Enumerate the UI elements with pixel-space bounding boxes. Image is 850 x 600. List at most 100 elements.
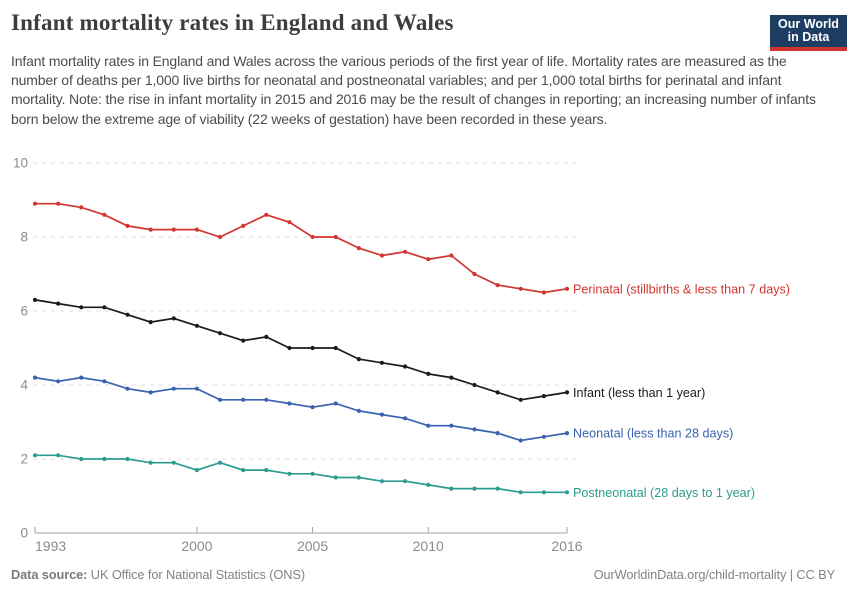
data-point-postneonatal-1995	[79, 456, 84, 462]
chart-title: Infant mortality rates in England and Wa…	[11, 10, 454, 35]
y-tick-label-4: 4	[20, 378, 28, 393]
data-point-postneonatal-2011	[449, 486, 454, 491]
data-point-postneonatal-2012	[472, 486, 477, 491]
y-tick-label-2: 2	[20, 452, 28, 467]
data-point-infant-2003	[264, 334, 269, 339]
series-perinatal: Perinatal (stillbirths & less than 7 day…	[32, 201, 790, 296]
data-point-perinatal-2015	[541, 290, 546, 295]
data-point-perinatal-1995	[79, 205, 84, 210]
data-point-infant-2016	[564, 390, 570, 395]
series-label-perinatal: Perinatal (stillbirths & less than 7 day…	[573, 282, 790, 296]
data-point-postneonatal-2010	[426, 482, 431, 487]
data-point-postneonatal-1993	[32, 453, 38, 458]
data-point-infant-2006	[333, 345, 338, 351]
data-point-perinatal-1999	[171, 227, 176, 232]
data-point-neonatal-2001	[217, 397, 223, 402]
data-point-infant-2009	[402, 364, 408, 369]
data-point-perinatal-2013	[495, 283, 500, 288]
data-point-perinatal-2002	[241, 223, 246, 228]
data-point-postneonatal-2008	[379, 479, 385, 484]
data-point-postneonatal-2004	[287, 471, 292, 476]
data-point-perinatal-2007	[356, 246, 361, 251]
data-point-infant-1994	[56, 301, 61, 306]
series-line-perinatal	[35, 202, 568, 294]
data-point-neonatal-2007	[356, 408, 361, 413]
data-point-postneonatal-1994	[56, 453, 61, 458]
data-point-perinatal-2005	[310, 234, 315, 240]
data-point-postneonatal-2002	[241, 468, 246, 473]
data-point-postneonatal-1999	[171, 460, 176, 465]
series-line-postneonatal	[35, 454, 567, 494]
y-tick-label-8: 8	[20, 230, 28, 245]
data-point-perinatal-2012	[472, 271, 477, 277]
data-point-perinatal-2004	[287, 220, 292, 225]
x-tick-label-2016: 2016	[551, 538, 582, 554]
data-point-neonatal-2011	[449, 423, 454, 428]
data-point-perinatal-1997	[125, 223, 130, 228]
data-point-perinatal-2006	[333, 234, 338, 240]
y-tick-label-6: 6	[20, 304, 28, 319]
data-point-postneonatal-2001	[217, 460, 223, 465]
data-point-neonatal-2004	[287, 401, 292, 406]
data-point-perinatal-1993	[32, 201, 38, 206]
series-label-postneonatal: Postneonatal (28 days to 1 year)	[573, 486, 755, 500]
data-point-infant-1995	[79, 305, 84, 310]
data-point-postneonatal-2003	[264, 468, 269, 473]
series-infant: Infant (less than 1 year)	[32, 297, 705, 402]
data-point-postneonatal-1997	[125, 456, 130, 462]
data-point-postneonatal-2016	[564, 490, 570, 495]
data-point-postneonatal-1996	[102, 456, 107, 462]
chart-subtitle: Infant mortality rates in England and Wa…	[11, 53, 816, 127]
data-point-perinatal-2010	[426, 257, 431, 262]
data-point-infant-2015	[541, 394, 546, 399]
series-label-neonatal: Neonatal (less than 28 days)	[573, 427, 733, 441]
data-point-infant-1993	[32, 297, 38, 302]
data-point-neonatal-1997	[125, 386, 130, 391]
data-point-perinatal-2009	[402, 249, 408, 254]
data-point-perinatal-2014	[518, 286, 523, 291]
owid-logo-line1: Our World	[778, 16, 839, 31]
data-point-neonatal-1996	[102, 379, 107, 384]
owid-logo-text: Our World in Data	[778, 16, 839, 45]
data-point-neonatal-2000	[194, 386, 200, 391]
data-point-perinatal-2016	[564, 286, 570, 291]
data-point-infant-2011	[449, 375, 454, 380]
data-point-postneonatal-1998	[148, 460, 153, 465]
series-label-infant: Infant (less than 1 year)	[573, 386, 705, 400]
line-chart-canvas: 0 2 4 6 8 10 1993 2000 2005 2010 2016 Perinatal (st…	[13, 156, 790, 555]
data-point-infant-1997	[125, 312, 130, 317]
series-line-infant	[34, 299, 568, 401]
data-source-value: UK Office for National Statistics (ONS)	[90, 567, 305, 582]
data-point-infant-2005	[310, 345, 315, 351]
data-point-neonatal-1999	[171, 386, 176, 391]
data-point-infant-2000	[194, 323, 200, 328]
data-point-postneonatal-2014	[518, 490, 523, 495]
data-point-perinatal-1996	[102, 212, 107, 217]
data-point-neonatal-1998	[148, 390, 153, 395]
data-point-neonatal-1995	[79, 375, 84, 380]
data-point-postneonatal-2006	[333, 475, 338, 480]
data-point-infant-2013	[495, 390, 500, 395]
data-point-neonatal-2005	[310, 405, 315, 410]
data-point-perinatal-2003	[264, 212, 269, 217]
data-point-infant-2010	[426, 371, 431, 376]
data-point-neonatal-2010	[426, 423, 431, 428]
data-point-neonatal-2002	[241, 397, 246, 402]
data-point-infant-2007	[356, 357, 361, 362]
data-source-label: Data source:	[11, 567, 88, 582]
data-point-perinatal-1994	[56, 201, 61, 206]
data-point-infant-2001	[217, 331, 223, 336]
data-point-infant-2014	[518, 397, 523, 402]
data-point-infant-1996	[102, 305, 107, 310]
y-tick-label-10: 10	[13, 156, 28, 171]
data-point-neonatal-1994	[56, 379, 61, 384]
data-point-neonatal-2009	[402, 416, 408, 421]
owid-logo-line2: in Data	[787, 30, 830, 44]
series-postneonatal: Postneonatal (28 days to 1 year)	[32, 453, 755, 500]
data-point-infant-2004	[287, 345, 292, 351]
series-neonatal: Neonatal (less than 28 days)	[32, 375, 733, 443]
data-point-neonatal-2013	[495, 431, 500, 436]
data-point-perinatal-2000	[194, 227, 200, 232]
data-point-neonatal-2016	[564, 431, 570, 436]
